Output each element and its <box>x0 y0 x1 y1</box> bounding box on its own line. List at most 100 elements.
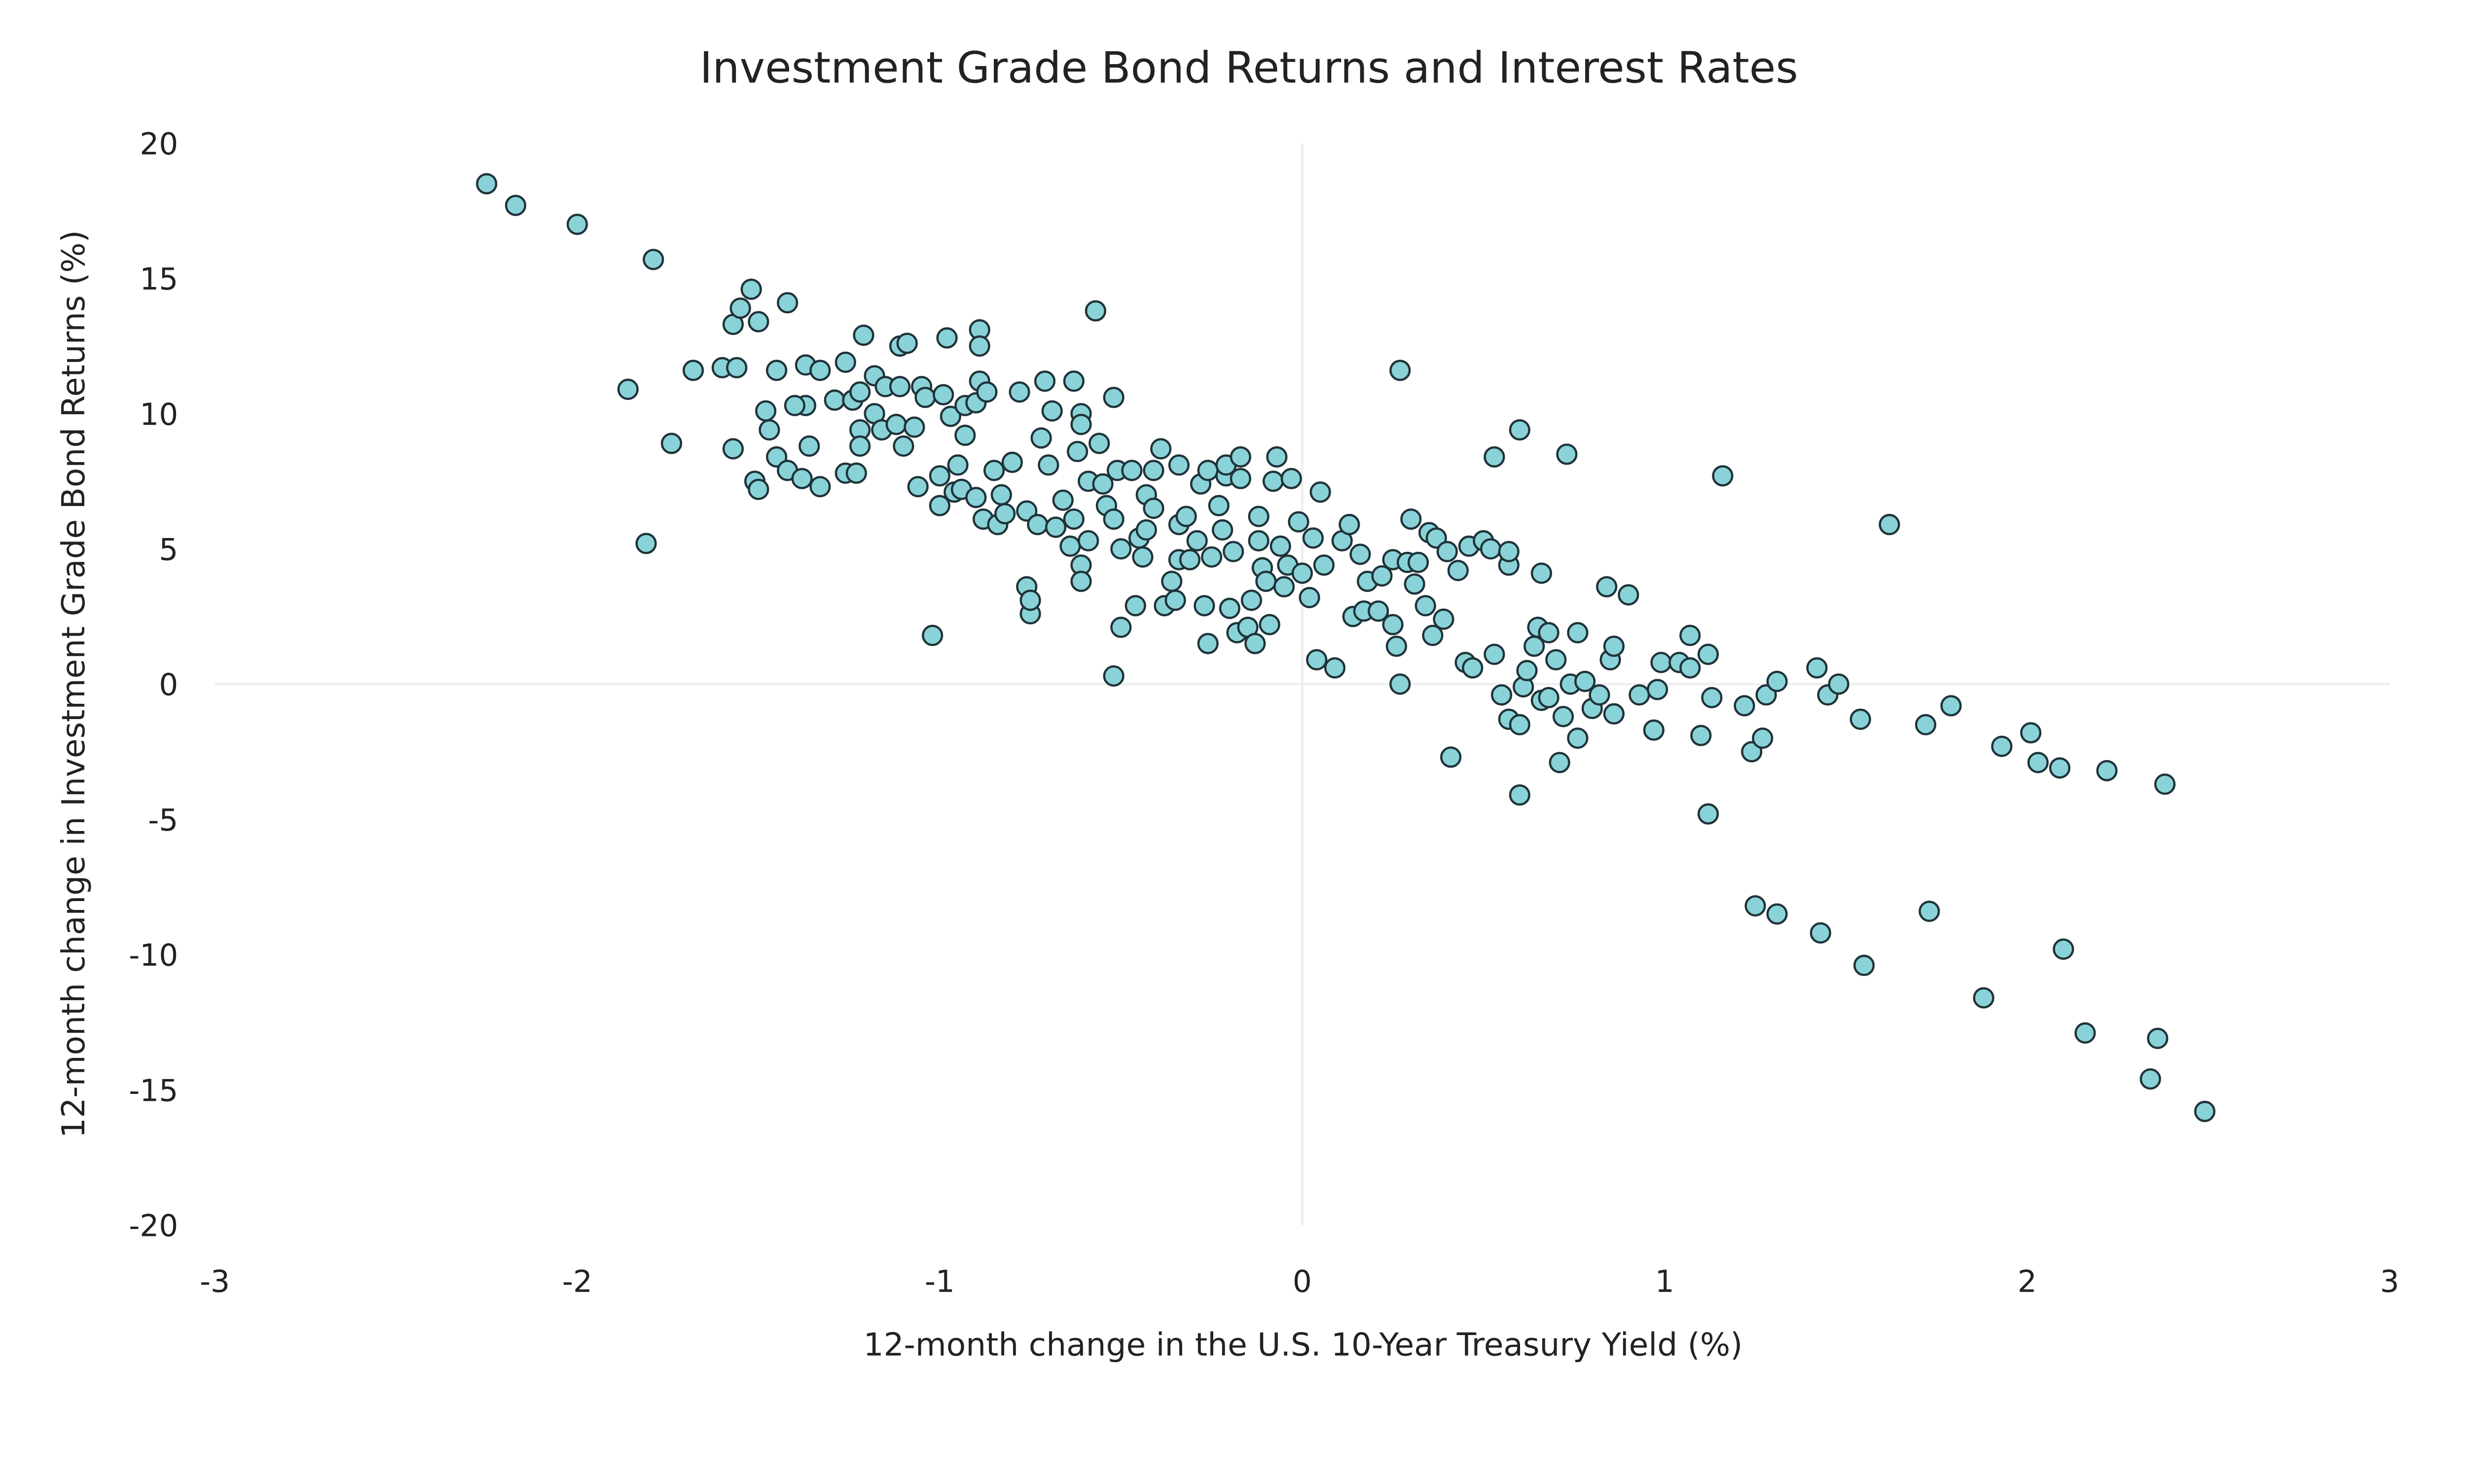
data-point <box>1389 673 1411 695</box>
data-point <box>947 454 969 476</box>
data-point <box>809 476 831 498</box>
data-point <box>1161 571 1183 592</box>
data-point <box>1879 513 1900 536</box>
data-point <box>1712 465 1734 487</box>
data-point <box>729 297 751 319</box>
data-point <box>1574 670 1596 692</box>
data-point <box>1828 673 1850 695</box>
data-point <box>1400 508 1422 530</box>
x-tick-label: 0 <box>1293 1264 1312 1299</box>
data-point <box>1219 597 1240 619</box>
data-point <box>1697 803 1719 825</box>
data-point <box>1150 438 1172 460</box>
data-point <box>1197 633 1219 654</box>
data-point <box>1143 498 1164 519</box>
data-point <box>1422 624 1444 646</box>
data-point <box>1103 387 1124 408</box>
data-point <box>1734 695 1755 717</box>
data-point <box>1806 657 1828 679</box>
zero-lines <box>215 143 2390 1225</box>
data-point <box>1404 573 1425 595</box>
data-point <box>1538 622 1559 644</box>
data-point <box>1197 460 1219 481</box>
data-point <box>505 194 527 217</box>
data-point <box>791 468 813 489</box>
data-point <box>1121 460 1143 481</box>
data-point <box>1085 300 1107 322</box>
data-point <box>976 381 998 403</box>
data-point <box>1164 589 1186 611</box>
data-point <box>1603 703 1625 725</box>
data-point <box>635 533 657 554</box>
data-point <box>1589 684 1610 706</box>
data-point <box>1509 784 1530 806</box>
data-point <box>1230 446 1251 468</box>
data-point <box>1516 660 1538 682</box>
data-point <box>1273 576 1295 598</box>
data-point <box>1063 370 1085 392</box>
data-point <box>954 424 976 446</box>
data-point <box>1766 903 1788 925</box>
data-point <box>748 478 769 500</box>
data-point <box>1436 541 1458 562</box>
data-point <box>933 384 954 405</box>
data-point <box>748 311 769 332</box>
data-point <box>1440 746 1462 768</box>
data-point <box>726 357 748 379</box>
data-point <box>1650 652 1672 673</box>
data-point <box>1110 538 1132 560</box>
data-point <box>969 335 990 357</box>
data-point <box>1070 414 1092 435</box>
data-point <box>643 249 664 270</box>
data-point <box>2140 1068 2161 1090</box>
data-point <box>1302 527 1324 549</box>
data-point <box>1919 901 1940 922</box>
data-point <box>1679 657 1701 679</box>
data-point <box>1679 624 1701 646</box>
y-axis-ticks: 20 15 10 5 0 -5 -10 -15 -20 <box>129 127 178 1244</box>
data-point <box>1755 684 1777 706</box>
data-point <box>1629 684 1650 706</box>
data-point <box>1179 549 1201 571</box>
data-point <box>1186 530 1208 552</box>
data-point <box>1368 600 1389 622</box>
data-point <box>1009 381 1030 403</box>
data-point <box>1643 719 1665 741</box>
data-point <box>1509 714 1530 735</box>
data-point <box>1425 527 1447 549</box>
data-point <box>1175 506 1197 527</box>
data-point <box>1973 987 1995 1009</box>
data-point <box>766 360 788 381</box>
data-point <box>1059 535 1081 557</box>
data-point <box>849 381 871 403</box>
data-point <box>1070 571 1092 592</box>
data-point <box>1484 644 1505 665</box>
y-tick-label: -20 <box>129 1208 178 1243</box>
y-tick-label: 0 <box>159 668 178 703</box>
data-point <box>1248 506 1269 527</box>
data-point <box>1052 489 1074 511</box>
data-point <box>936 327 958 349</box>
data-point <box>834 351 856 373</box>
y-axis-label: 12-month change in Investment Grade Bond… <box>55 230 92 1138</box>
data-point <box>740 278 762 300</box>
data-point <box>1603 635 1625 657</box>
x-tick-label: 3 <box>2380 1264 2399 1299</box>
data-point <box>1480 538 1502 560</box>
data-point <box>1567 727 1589 749</box>
data-point <box>849 435 871 457</box>
data-point <box>1248 530 1269 552</box>
data-point <box>1697 644 1719 665</box>
data-point <box>1538 687 1559 709</box>
data-point <box>809 360 831 381</box>
data-point <box>1092 473 1114 495</box>
data-point <box>2096 760 2118 782</box>
data-point <box>914 387 936 408</box>
data-point <box>2027 752 2049 773</box>
y-tick-label: 10 <box>140 397 178 432</box>
data-point <box>755 400 777 422</box>
data-point <box>929 465 950 487</box>
data-point <box>784 395 806 416</box>
data-point <box>1309 481 1331 503</box>
data-point <box>1371 565 1393 587</box>
